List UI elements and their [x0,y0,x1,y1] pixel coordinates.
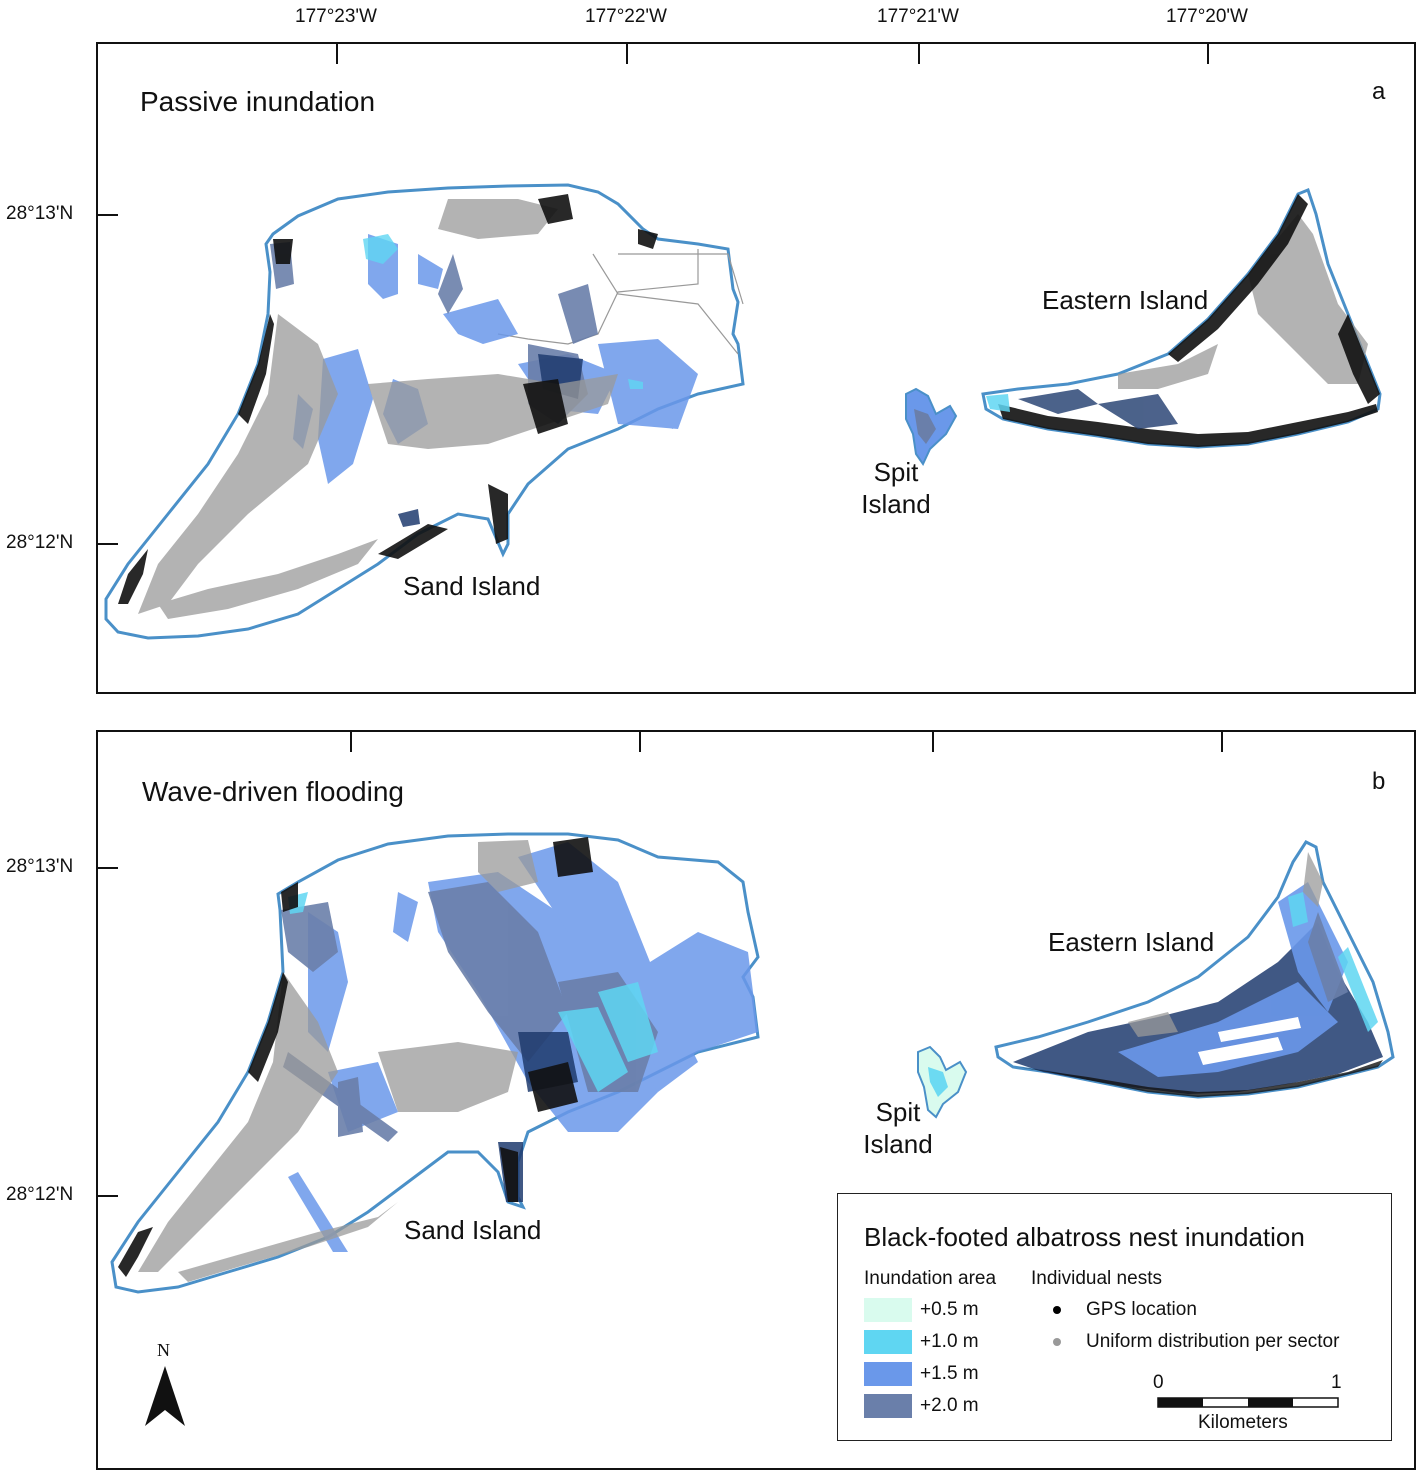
spit-island-label-line1: Spit [875,1097,921,1127]
legend-nests-heading: Individual nests [1031,1268,1162,1289]
eastern-island-shape [981,188,1382,449]
map-tick [932,730,934,752]
spit-island-shape [917,1045,968,1119]
longitude-label-4: 177°20'W [1166,6,1248,27]
north-arrow-icon [145,1366,185,1426]
scale-bar-units-label: Kilometers [1198,1412,1288,1433]
map-canvas-b [110,832,1395,1294]
latitude-label-top-2: 28°12'N [6,532,74,553]
map-tick [639,730,641,752]
legend-swatch-1-5m [864,1362,912,1386]
map-tick [96,867,118,869]
legend-swatch-1-0m [864,1330,912,1354]
legend-swatch-0-5m [864,1298,912,1322]
map-tick [96,543,118,545]
map-tick [96,1195,118,1197]
spit-island-label-line1: Spit [873,457,919,487]
eastern-island-label-a: Eastern Island [1042,285,1209,315]
spit-island-label-b: Spit Island [858,1096,938,1160]
spit-island-shape [905,387,958,466]
latitude-label-top-1: 28°13'N [6,203,74,224]
latitude-label-bottom-1: 28°13'N [6,856,74,877]
sand-island-label-b: Sand Island [404,1215,542,1245]
legend-dot-uniform [1053,1338,1061,1346]
panel-title-a: Passive inundation [140,86,376,117]
map-tick [336,42,338,64]
legend-label-1-0m: +1.0 m [920,1331,979,1352]
longitude-label-2: 177°22'W [585,6,667,27]
map-panel-a: Passive inundation a Sand Island Eastern… [96,42,1416,694]
north-arrow: N [145,1340,185,1430]
map-tick [96,214,118,216]
map-legend: Black-footed albatross nest inundation I… [837,1193,1392,1441]
map-tick [918,42,920,64]
scale-bar-max-label: 1 [1331,1372,1342,1393]
spit-island-label-line2: Island [863,1129,933,1159]
sand-island-shape [110,832,760,1294]
spit-island-label-a: Spit Island [856,456,936,520]
legend-label-1-5m: +1.5 m [920,1363,979,1384]
longitude-label-3: 177°21'W [877,6,959,27]
legend-inundation-heading: Inundation area [864,1268,997,1289]
legend-label-gps: GPS location [1086,1299,1197,1320]
panel-title-b: Wave-driven flooding [142,776,404,807]
map-canvas-a [104,183,1382,640]
legend-title: Black-footed albatross nest inundation [864,1222,1305,1252]
map-tick [350,730,352,752]
legend-label-0-5m: +0.5 m [920,1299,979,1320]
longitude-label-1: 177°23'W [295,6,377,27]
eastern-island-label-b: Eastern Island [1048,927,1215,957]
panel-letter-a: a [1372,78,1386,105]
legend-dot-gps [1053,1306,1061,1314]
legend-label-uniform: Uniform distribution per sector [1086,1331,1340,1352]
panel-letter-b: b [1372,768,1386,795]
eastern-island-shape [994,840,1395,1099]
scale-bar [1157,1397,1339,1408]
sand-island-label-a: Sand Island [403,571,541,601]
legend-swatch-2-0m [864,1394,912,1418]
latitude-label-bottom-2: 28°12'N [6,1184,74,1205]
sand-island-shape [104,183,745,640]
map-tick [1207,42,1209,64]
map-tick [626,42,628,64]
legend-label-2-0m: +2.0 m [920,1395,979,1416]
scale-bar-min-label: 0 [1153,1372,1164,1393]
map-tick [1221,730,1223,752]
north-arrow-label: N [157,1340,170,1360]
spit-island-label-line2: Island [861,489,931,519]
